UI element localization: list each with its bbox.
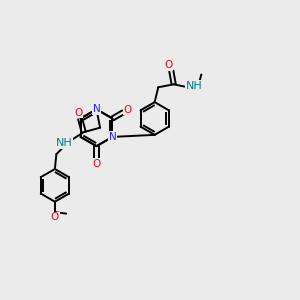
Text: O: O	[164, 60, 172, 70]
Text: O: O	[92, 159, 101, 169]
Text: O: O	[124, 105, 132, 115]
Text: NH: NH	[56, 138, 72, 148]
Text: NH: NH	[185, 81, 202, 91]
Text: N: N	[93, 104, 101, 114]
Text: O: O	[74, 108, 83, 118]
Text: N: N	[109, 132, 116, 142]
Text: O: O	[51, 212, 59, 222]
